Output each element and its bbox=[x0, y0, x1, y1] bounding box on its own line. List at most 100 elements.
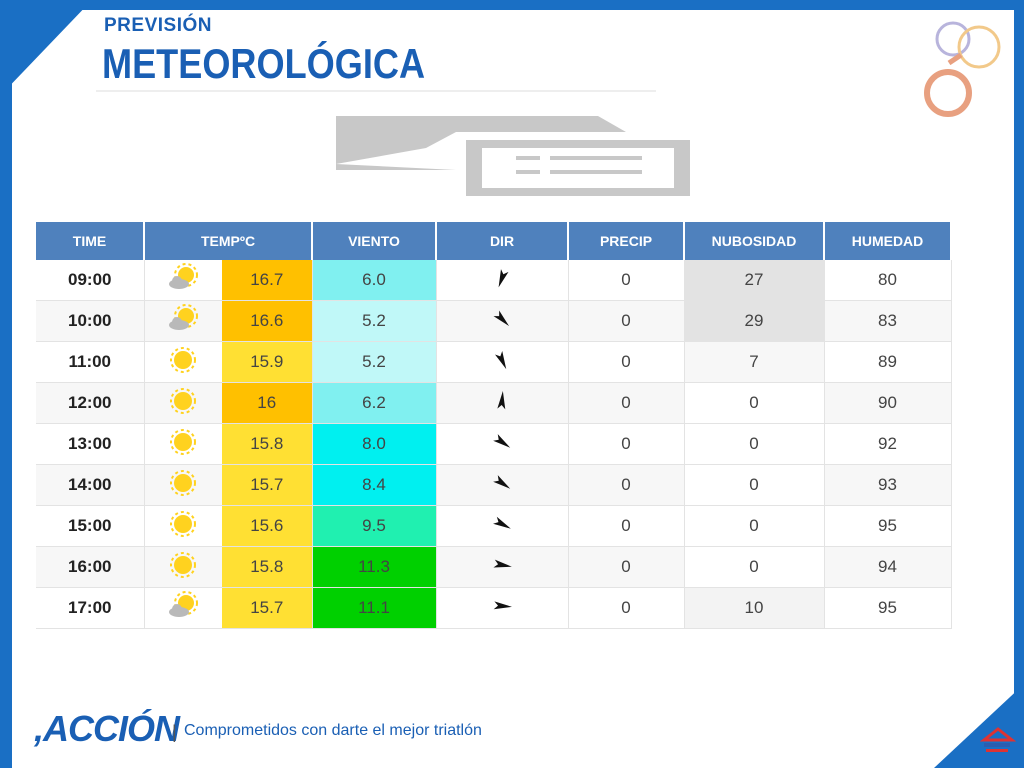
cell-wind: 6.2 bbox=[312, 382, 437, 424]
footer-separator: | bbox=[172, 722, 177, 742]
wind-direction-arrow-icon bbox=[436, 341, 569, 383]
triathlon-logo-icon bbox=[980, 727, 1016, 752]
column-header-dir: DIR bbox=[436, 222, 569, 260]
cell-temp: 15.8 bbox=[222, 423, 313, 465]
cell-temp: 16 bbox=[222, 382, 313, 424]
frame-right bbox=[1014, 0, 1024, 768]
wind-direction-arrow-icon bbox=[436, 423, 569, 465]
cell-time: 14:00 bbox=[36, 464, 145, 506]
corner-decoration-bottom-right bbox=[934, 684, 1024, 768]
sun-icon bbox=[144, 464, 222, 506]
wind-direction-arrow-icon bbox=[436, 260, 569, 301]
column-header-time: TIME bbox=[36, 222, 145, 260]
page-title: METEOROLÓGICA bbox=[102, 40, 426, 87]
cell-humidity: 90 bbox=[824, 382, 952, 424]
cell-cloud: 0 bbox=[684, 382, 825, 424]
sun-icon bbox=[144, 505, 222, 547]
table-row: 13:00 15.8 8.0 0 0 92 bbox=[36, 423, 952, 465]
cell-precip: 0 bbox=[568, 587, 685, 629]
cell-humidity: 89 bbox=[824, 341, 952, 383]
cell-wind: 5.2 bbox=[312, 341, 437, 383]
cell-humidity: 93 bbox=[824, 464, 952, 506]
rings-logo-icon bbox=[924, 21, 1001, 117]
sun-icon bbox=[144, 341, 222, 383]
cell-precip: 0 bbox=[568, 300, 685, 342]
cell-wind: 5.2 bbox=[312, 300, 437, 342]
table-row: 10:00 16.6 5.2 0 29 83 bbox=[36, 300, 952, 342]
sun-icon bbox=[144, 423, 222, 465]
cell-precip: 0 bbox=[568, 546, 685, 588]
cell-humidity: 95 bbox=[824, 587, 952, 629]
cell-cloud: 27 bbox=[684, 260, 825, 301]
cell-time: 15:00 bbox=[36, 505, 145, 547]
cell-cloud: 10 bbox=[684, 587, 825, 629]
column-header-wind: VIENTO bbox=[312, 222, 437, 260]
column-header-cloud: NUBOSIDAD bbox=[684, 222, 825, 260]
table-header-row: TIME TEMPºC VIENTO DIR PRECIP NUBOSIDAD … bbox=[36, 222, 952, 260]
cell-cloud: 29 bbox=[684, 300, 825, 342]
cell-precip: 0 bbox=[568, 382, 685, 424]
frame-top bbox=[0, 0, 1024, 10]
cell-humidity: 92 bbox=[824, 423, 952, 465]
wind-direction-arrow-icon bbox=[436, 587, 569, 629]
cell-time: 10:00 bbox=[36, 300, 145, 342]
wind-direction-arrow-icon bbox=[436, 382, 569, 424]
cell-precip: 0 bbox=[568, 423, 685, 465]
cell-cloud: 0 bbox=[684, 546, 825, 588]
table-row: 14:00 15.7 8.4 0 0 93 bbox=[36, 464, 952, 506]
corner-decoration-top-left bbox=[0, 0, 92, 96]
title-small: PREVISIÓN bbox=[104, 15, 212, 36]
cell-precip: 0 bbox=[568, 260, 685, 301]
cell-wind: 6.0 bbox=[312, 260, 437, 301]
cell-temp: 16.6 bbox=[222, 300, 313, 342]
cell-precip: 0 bbox=[568, 464, 685, 506]
cell-wind: 9.5 bbox=[312, 505, 437, 547]
wind-direction-arrow-icon bbox=[436, 505, 569, 547]
wind-direction-arrow-icon bbox=[436, 546, 569, 588]
wind-direction-arrow-icon bbox=[436, 300, 569, 342]
table-row: 16:00 15.8 11.3 0 0 94 bbox=[36, 546, 952, 588]
cell-time: 09:00 bbox=[36, 260, 145, 301]
frame-left bbox=[0, 0, 12, 768]
forecast-table: TIME TEMPºC VIENTO DIR PRECIP NUBOSIDAD … bbox=[36, 222, 952, 629]
cell-cloud: 7 bbox=[684, 341, 825, 383]
table-row: 15:00 15.6 9.5 0 0 95 bbox=[36, 505, 952, 547]
cell-humidity: 95 bbox=[824, 505, 952, 547]
cell-humidity: 94 bbox=[824, 546, 952, 588]
cell-time: 17:00 bbox=[36, 587, 145, 629]
cell-humidity: 83 bbox=[824, 300, 952, 342]
cell-humidity: 80 bbox=[824, 260, 952, 301]
cell-wind: 8.0 bbox=[312, 423, 437, 465]
table-row: 12:00 16 6.2 0 0 90 bbox=[36, 382, 952, 424]
cell-temp: 15.8 bbox=[222, 546, 313, 588]
table-row: 09:00 16.7 6.0 0 27 80 bbox=[36, 260, 952, 301]
column-header-temp: TEMPºC bbox=[144, 222, 313, 260]
partly-cloudy-icon bbox=[144, 300, 222, 342]
cell-temp: 15.9 bbox=[222, 341, 313, 383]
sun-icon bbox=[144, 546, 222, 588]
cell-cloud: 0 bbox=[684, 423, 825, 465]
partly-cloudy-icon bbox=[144, 260, 222, 301]
table-row: 17:00 15.7 11.1 0 10 95 bbox=[36, 587, 952, 629]
cell-precip: 0 bbox=[568, 341, 685, 383]
sun-icon bbox=[144, 382, 222, 424]
wind-direction-arrow-icon bbox=[436, 464, 569, 506]
cell-precip: 0 bbox=[568, 505, 685, 547]
cell-temp: 15.7 bbox=[222, 464, 313, 506]
column-header-precip: PRECIP bbox=[568, 222, 685, 260]
cell-cloud: 0 bbox=[684, 505, 825, 547]
cell-wind: 11.3 bbox=[312, 546, 437, 588]
footer-tagline: Comprometidos con darte el mejor triatló… bbox=[184, 722, 482, 739]
cell-wind: 11.1 bbox=[312, 587, 437, 629]
column-header-humidity: HUMEDAD bbox=[824, 222, 952, 260]
cell-time: 11:00 bbox=[36, 341, 145, 383]
cell-temp: 15.6 bbox=[222, 505, 313, 547]
cell-time: 13:00 bbox=[36, 423, 145, 465]
cell-temp: 15.7 bbox=[222, 587, 313, 629]
accion-logo: ,ACCIÓN bbox=[34, 708, 180, 749]
cell-cloud: 0 bbox=[684, 464, 825, 506]
cell-wind: 8.4 bbox=[312, 464, 437, 506]
title-divider bbox=[96, 90, 656, 92]
sign-graphic-icon bbox=[336, 116, 690, 196]
table-row: 11:00 15.9 5.2 0 7 89 bbox=[36, 341, 952, 383]
